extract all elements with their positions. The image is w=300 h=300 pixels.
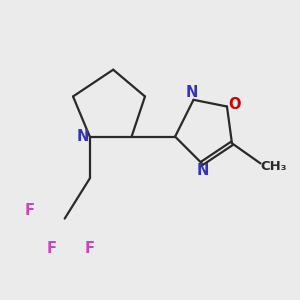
Text: N: N — [186, 85, 198, 100]
Text: O: O — [228, 97, 241, 112]
Text: F: F — [25, 203, 34, 218]
Text: CH₃: CH₃ — [261, 160, 287, 173]
Text: N: N — [196, 163, 209, 178]
Text: F: F — [46, 241, 56, 256]
Text: F: F — [85, 241, 95, 256]
Text: N: N — [76, 129, 88, 144]
